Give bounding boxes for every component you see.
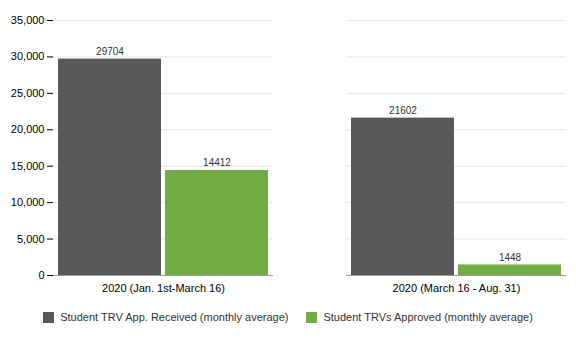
svg-text:30,000: 30,000 — [11, 50, 45, 62]
svg-text:2020 (Jan. 1st-March 16): 2020 (Jan. 1st-March 16) — [102, 282, 225, 294]
svg-text:25,000: 25,000 — [11, 87, 45, 99]
html-text:Student TRVs Approved (monthly: Student TRVs Approved (monthly average) — [323, 311, 533, 323]
svg-text:20,000: 20,000 — [11, 123, 45, 135]
svg-text:15,000: 15,000 — [11, 160, 45, 172]
svg-text:29704: 29704 — [96, 46, 124, 57]
svg-text:35,000: 35,000 — [11, 14, 45, 26]
svg-text:10,000: 10,000 — [11, 196, 45, 208]
svg-text:5,000: 5,000 — [17, 233, 45, 245]
svg-text:0: 0 — [38, 269, 44, 281]
html-text:Student TRV App. Received (mon: Student TRV App. Received (monthly avera… — [60, 311, 289, 323]
svg-text:1448: 1448 — [499, 252, 522, 263]
svg-text:14412: 14412 — [203, 157, 231, 168]
svg-text:2020 (March 16 - Aug. 31): 2020 (March 16 - Aug. 31) — [393, 282, 521, 294]
svg-text:21602: 21602 — [389, 105, 417, 116]
